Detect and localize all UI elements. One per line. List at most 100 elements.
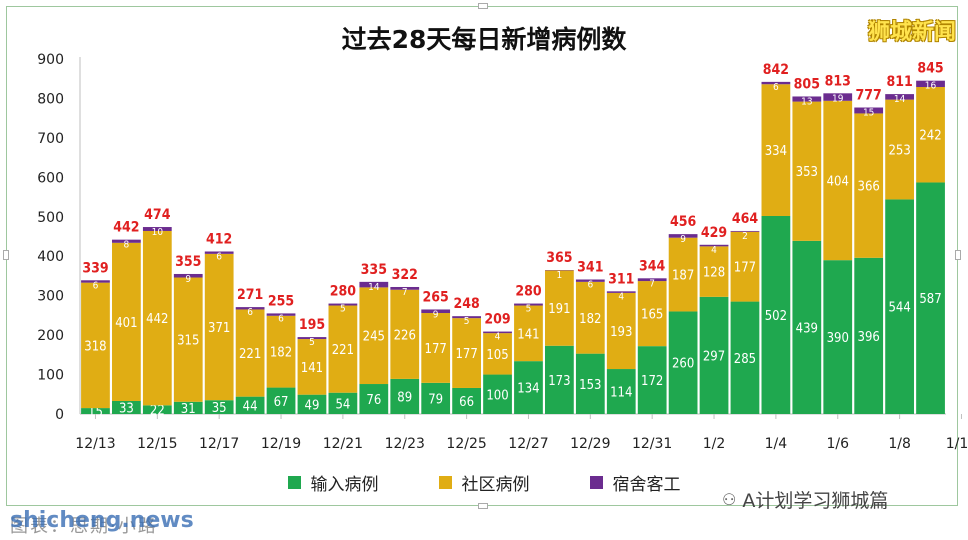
data-label-dorm: 9 [433, 309, 439, 320]
bar-segment-imported [514, 361, 543, 414]
bar-segment-dorm [761, 81, 791, 85]
bar-segment-dorm [421, 309, 451, 314]
bar-segment-community [606, 292, 636, 370]
y-tick-label: 200 [37, 328, 64, 344]
bar-segment-imported [266, 387, 296, 414]
data-label-imported: 260 [672, 357, 694, 372]
bar-segment-dorm [359, 281, 389, 288]
bar-segment-community [483, 333, 512, 375]
total-label: 811 [886, 74, 912, 90]
bar-segment-imported [483, 374, 512, 414]
bar-segment-imported [575, 353, 605, 414]
bar-segment-community [761, 84, 791, 216]
data-label-imported: 396 [858, 330, 880, 345]
bar-segment-imported [792, 240, 822, 414]
x-tick-label: 12/29 [570, 436, 610, 452]
data-label-dorm: 5 [526, 304, 532, 315]
frame-handle-right[interactable] [955, 250, 961, 260]
data-label-community: 221 [239, 347, 261, 362]
bar-segment-community [452, 318, 481, 388]
chart-title: 过去28天每日新增病例数 [341, 25, 627, 54]
bar-segment-community [668, 237, 698, 312]
brand-logo: 狮城新闻 [867, 20, 956, 45]
total-label: 335 [361, 262, 387, 278]
bar-segment-dorm [637, 278, 667, 282]
data-label-dorm: 5 [464, 316, 470, 327]
total-label: 845 [917, 61, 943, 77]
total-label: 271 [237, 287, 263, 303]
bar-segment-community [545, 270, 574, 346]
bar-segment-community [575, 281, 605, 354]
data-label-dorm: 14 [894, 94, 906, 105]
y-tick-label: 900 [37, 52, 64, 68]
bar-segment-imported [142, 405, 172, 414]
data-label-imported: 35 [212, 401, 227, 416]
total-label: 474 [144, 207, 171, 223]
data-label-community: 318 [84, 339, 106, 354]
total-label: 280 [330, 284, 357, 300]
x-tick-label: 1/8 [888, 436, 911, 452]
total-label: 456 [670, 214, 697, 230]
total-label: 412 [206, 231, 232, 247]
data-label-community: 177 [425, 342, 447, 357]
data-label-community: 242 [919, 129, 941, 144]
chart-legend: 输入病例 社区病例 宿舍客工 [0, 470, 968, 495]
legend-item-community: 社区病例 [438, 470, 530, 495]
data-label-imported: 89 [397, 390, 412, 405]
bar-segment-dorm [606, 291, 636, 293]
data-label-dorm: 6 [278, 313, 284, 324]
bar-segment-community [390, 289, 420, 379]
bar-segment-imported [823, 260, 853, 414]
bar-segment-imported [730, 301, 760, 414]
data-label-dorm: 6 [247, 307, 253, 318]
bar-segment-community [854, 113, 884, 258]
bar-segment-dorm [204, 251, 234, 254]
frame-handle-left[interactable] [3, 250, 9, 260]
y-tick-label: 800 [37, 91, 64, 107]
legend-item-imported: 输入病例 [287, 470, 379, 495]
data-label-imported: 587 [919, 292, 941, 307]
data-label-imported: 172 [641, 374, 663, 389]
data-label-imported: 390 [827, 331, 849, 346]
total-label: 429 [701, 225, 727, 241]
y-tick-label: 500 [37, 210, 64, 226]
total-label: 344 [639, 258, 666, 274]
bar-segment-imported [545, 345, 574, 414]
bar-segment-community [699, 246, 729, 297]
total-label: 805 [794, 76, 820, 92]
data-label-imported: 33 [119, 401, 134, 416]
frame-handle-top[interactable] [478, 3, 488, 9]
data-label-community: 141 [517, 327, 539, 342]
data-label-dorm: 8 [124, 240, 130, 251]
data-label-imported: 31 [181, 402, 196, 417]
bar-segment-imported [885, 199, 914, 414]
frame-handle-bottom[interactable] [478, 503, 488, 509]
bar-segment-dorm [885, 94, 914, 100]
data-label-imported: 67 [274, 395, 289, 410]
data-label-imported: 100 [486, 388, 508, 403]
data-label-dorm: 9 [680, 234, 686, 245]
data-label-dorm: 19 [832, 93, 844, 104]
bar-segment-dorm [730, 230, 760, 232]
bar-segment-community [204, 253, 234, 401]
bar-segment-community [792, 101, 822, 241]
data-label-community: 315 [177, 334, 199, 349]
data-label-imported: 153 [579, 378, 601, 393]
data-label-imported: 66 [459, 395, 474, 410]
legend-swatch-community [438, 476, 452, 489]
bar-segment-imported [359, 384, 389, 414]
data-label-community: 187 [672, 269, 694, 284]
total-label: 265 [423, 289, 449, 305]
bar-segment-dorm [452, 316, 481, 319]
bar-segment-community [359, 287, 389, 385]
x-tick-label: 12/17 [199, 436, 239, 452]
y-tick-label: 400 [37, 249, 64, 265]
bar-segment-community [823, 100, 853, 261]
bar-segment-imported [699, 296, 729, 414]
bar-segment-dorm [823, 93, 853, 101]
bar-segment-community [297, 339, 327, 395]
data-label-dorm: 5 [340, 304, 346, 315]
total-label: 339 [82, 260, 108, 276]
data-label-imported: 114 [610, 386, 632, 401]
data-label-community: 401 [115, 316, 137, 331]
